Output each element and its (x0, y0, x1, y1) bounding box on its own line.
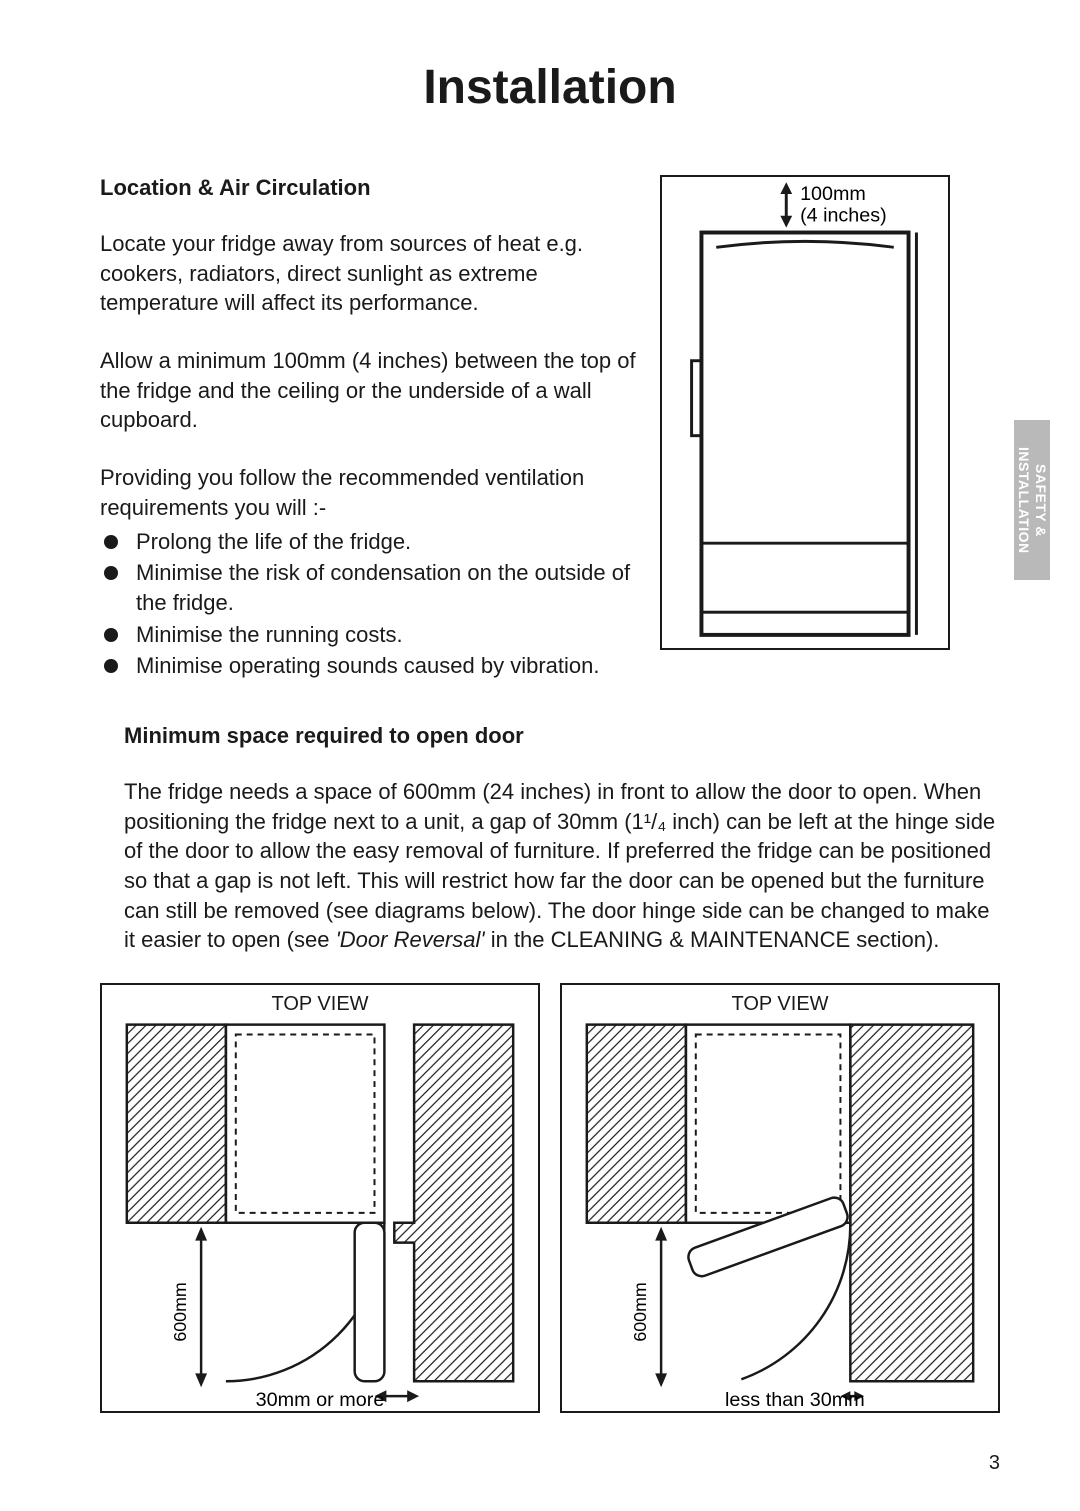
clearance-label-2: (4 inches) (800, 205, 887, 227)
fridge-side-diagram: 100mm (4 inches) (660, 175, 950, 650)
clearance-label-1: 100mm (800, 183, 866, 205)
list-item: Minimise the running costs. (100, 620, 640, 650)
page-number: 3 (989, 1452, 1000, 1475)
section1-heading: Location & Air Circulation (100, 175, 640, 201)
svg-text:600mm: 600mm (630, 1282, 650, 1341)
side-tab: SAFETY & INSTALLATION (1014, 420, 1050, 580)
diagram-left: TOP VIEW (100, 983, 540, 1413)
list-item: Minimise the risk of condensation on the… (100, 558, 640, 617)
diagram-right: TOP VIEW (560, 983, 1000, 1413)
section2-body: The fridge needs a space of 600mm (24 in… (124, 777, 1000, 955)
svg-text:600mm: 600mm (170, 1282, 190, 1341)
list-item: Minimise operating sounds caused by vibr… (100, 651, 640, 681)
diagram-title: TOP VIEW (731, 993, 828, 1016)
list-item: Prolong the life of the fridge. (100, 527, 640, 557)
svg-text:less than 30mm: less than 30mm (725, 1389, 865, 1411)
section1-p1: Locate your fridge away from sources of … (100, 229, 640, 318)
side-tab-label: SAFETY & INSTALLATION (1015, 420, 1049, 580)
section1-p2: Allow a minimum 100mm (4 inches) between… (100, 346, 640, 435)
page-title: Installation (100, 60, 1000, 115)
svg-text:30mm or more: 30mm or more (256, 1389, 385, 1411)
section2-heading: Minimum space required to open door (124, 723, 1000, 749)
top-view-diagrams: TOP VIEW (100, 983, 1000, 1413)
section1-bullets: Prolong the life of the fridge. Minimise… (100, 527, 640, 681)
diagram-title: TOP VIEW (271, 993, 368, 1016)
section1-p3: Providing you follow the recommended ven… (100, 463, 640, 522)
